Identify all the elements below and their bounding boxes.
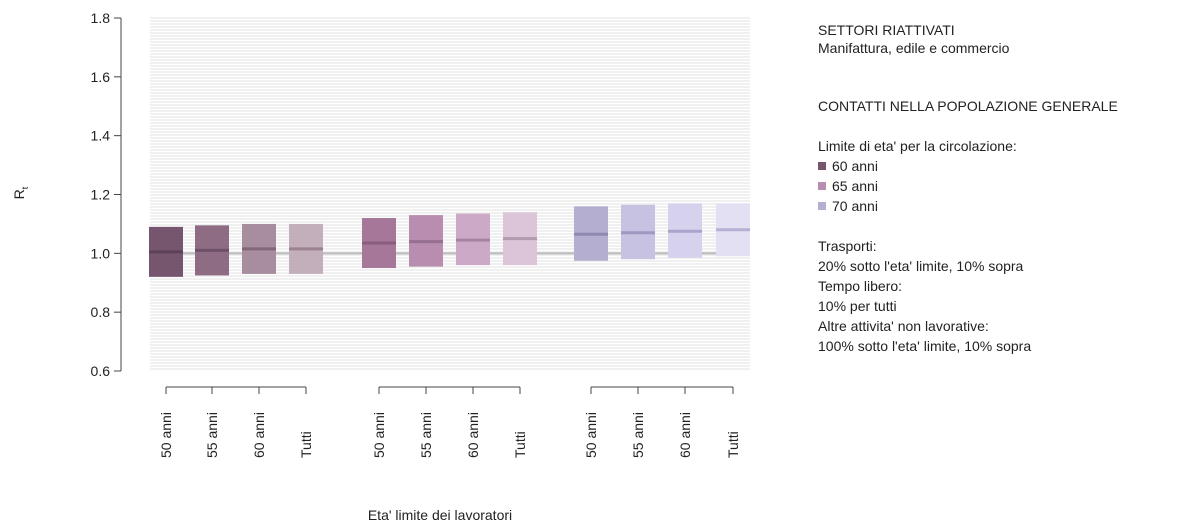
y-tick-label: 1.6 <box>91 69 111 85</box>
x-tick-label: 60 anni <box>251 412 267 458</box>
legend-note-transport-detail: 20% sotto l'eta' limite, 10% sopra <box>818 258 1024 274</box>
y-tick-label: 0.6 <box>91 363 111 379</box>
legend-note-leisure-detail: 10% per tutti <box>818 298 897 314</box>
legend-title-contacts: CONTATTI NELLA POPOLAZIONE GENERALE <box>818 98 1118 114</box>
legend-item-label: 60 anni <box>832 158 878 174</box>
legend-age-limit-label: Limite di eta' per la circolazione: <box>818 138 1017 154</box>
y-axis-title-sub: t <box>20 186 30 189</box>
legend-swatch <box>818 202 826 210</box>
y-tick-label: 1.8 <box>91 10 111 26</box>
x-tick-label: 60 anni <box>465 412 481 458</box>
x-axis: 50 anni 55 anni 60 anni Tutti 50 anni 55 anni… <box>158 386 741 458</box>
legend-item-label: 65 anni <box>832 178 878 194</box>
legend-note-leisure: Tempo libero: <box>818 278 903 294</box>
legend-note-other-detail: 100% sotto l'eta' limite, 10% sopra <box>818 338 1032 354</box>
y-tick-label: 1.2 <box>91 187 111 203</box>
y-tick-label: 1.4 <box>91 128 111 144</box>
x-tick-label: 55 anni <box>630 412 646 458</box>
y-axis-title: Rt <box>11 186 30 199</box>
x-tick-label: 50 anni <box>158 412 174 458</box>
y-tick-label: 0.8 <box>91 304 111 320</box>
x-tick-label: 50 anni <box>583 412 599 458</box>
legend-item-label: 70 anni <box>832 198 878 214</box>
x-tick-label: Tutti <box>298 431 314 458</box>
x-tick-label: Tutti <box>512 431 528 458</box>
x-tick-label: 55 anni <box>204 412 220 458</box>
legend-swatch <box>818 162 826 170</box>
y-tick-label: 1.0 <box>91 245 111 261</box>
y-axis-title-main: R <box>11 189 27 199</box>
x-axis-title: Eta' limite dei lavoratori <box>368 507 512 523</box>
legend-note-transport: Trasporti: <box>818 238 877 254</box>
legend-swatch <box>818 182 826 190</box>
legend-title-sectors: SETTORI RIATTIVATI <box>818 22 955 38</box>
legend-note-other: Altre attivita' non lavorative: <box>818 318 989 334</box>
x-tick-label: 60 anni <box>677 412 693 458</box>
grid-lines <box>150 17 750 370</box>
y-axis: 0.6 0.8 1.0 1.2 1.4 1.6 1.8 <box>91 10 122 379</box>
x-tick-label: Tutti <box>725 431 741 458</box>
legend-sectors-text: Manifattura, edile e commercio <box>818 40 1010 56</box>
boxes <box>149 203 750 277</box>
x-tick-label: 55 anni <box>418 412 434 458</box>
x-tick-label: 50 anni <box>371 412 387 458</box>
chart-area: 0.6 0.8 1.0 1.2 1.4 1.6 1.8 50 anni 55 anni 60 a… <box>11 10 750 523</box>
